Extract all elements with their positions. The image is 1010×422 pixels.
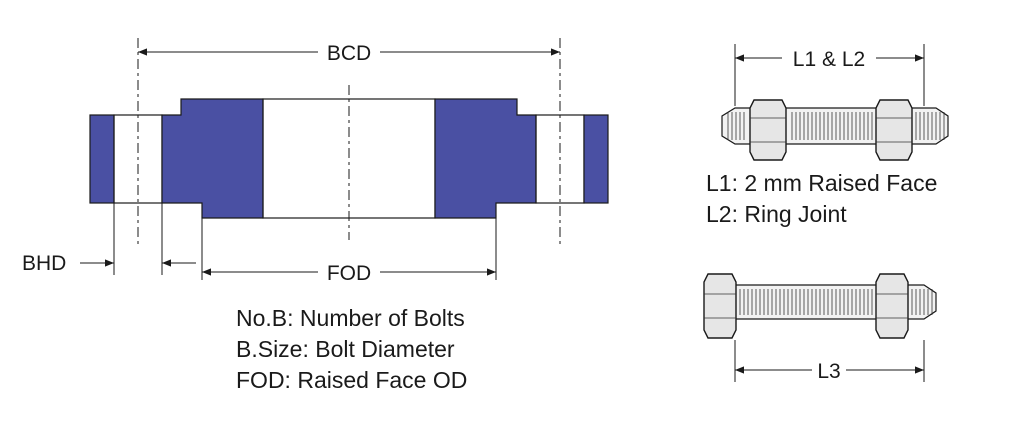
legend-l1: L1: 2 mm Raised Face (706, 170, 937, 196)
legend-fod: FOD: Raised Face OD (236, 367, 467, 393)
fod-label: FOD (327, 262, 371, 285)
bhd-dimension: BHD (22, 203, 196, 275)
hex-bolt (703, 273, 937, 339)
flange-right-body (434, 98, 537, 219)
flange-section (89, 38, 609, 245)
legend-no-b: No.B: Number of Bolts (236, 305, 465, 331)
bcd-label: BCD (327, 42, 371, 65)
stud-right-nut (875, 99, 913, 161)
stud-left-nut (749, 99, 787, 161)
l1-l2-label: L1 & L2 (793, 48, 865, 71)
legend-b-size: B.Size: Bolt Diameter (236, 336, 455, 362)
bolt-nut (875, 273, 909, 339)
flange-left-body (161, 98, 264, 219)
stud-bolt (721, 99, 949, 161)
bolt-legend: L1: 2 mm Raised Face L2: Ring Joint (706, 170, 937, 227)
l3-label: L3 (817, 360, 840, 383)
bhd-label: BHD (22, 252, 66, 275)
bcd-dimension: BCD (138, 42, 560, 65)
l3-dimension: L3 (734, 340, 925, 383)
fod-dimension: FOD (201, 218, 497, 285)
flange-right-rim (583, 114, 609, 204)
legend-l2: L2: Ring Joint (706, 201, 847, 227)
flange-left-rim (89, 114, 115, 204)
flange-legend: No.B: Number of Bolts B.Size: Bolt Diame… (236, 305, 467, 393)
l1-l2-dimension: L1 & L2 (734, 44, 925, 106)
bolt-head (703, 273, 737, 339)
flange-bore (262, 98, 436, 219)
